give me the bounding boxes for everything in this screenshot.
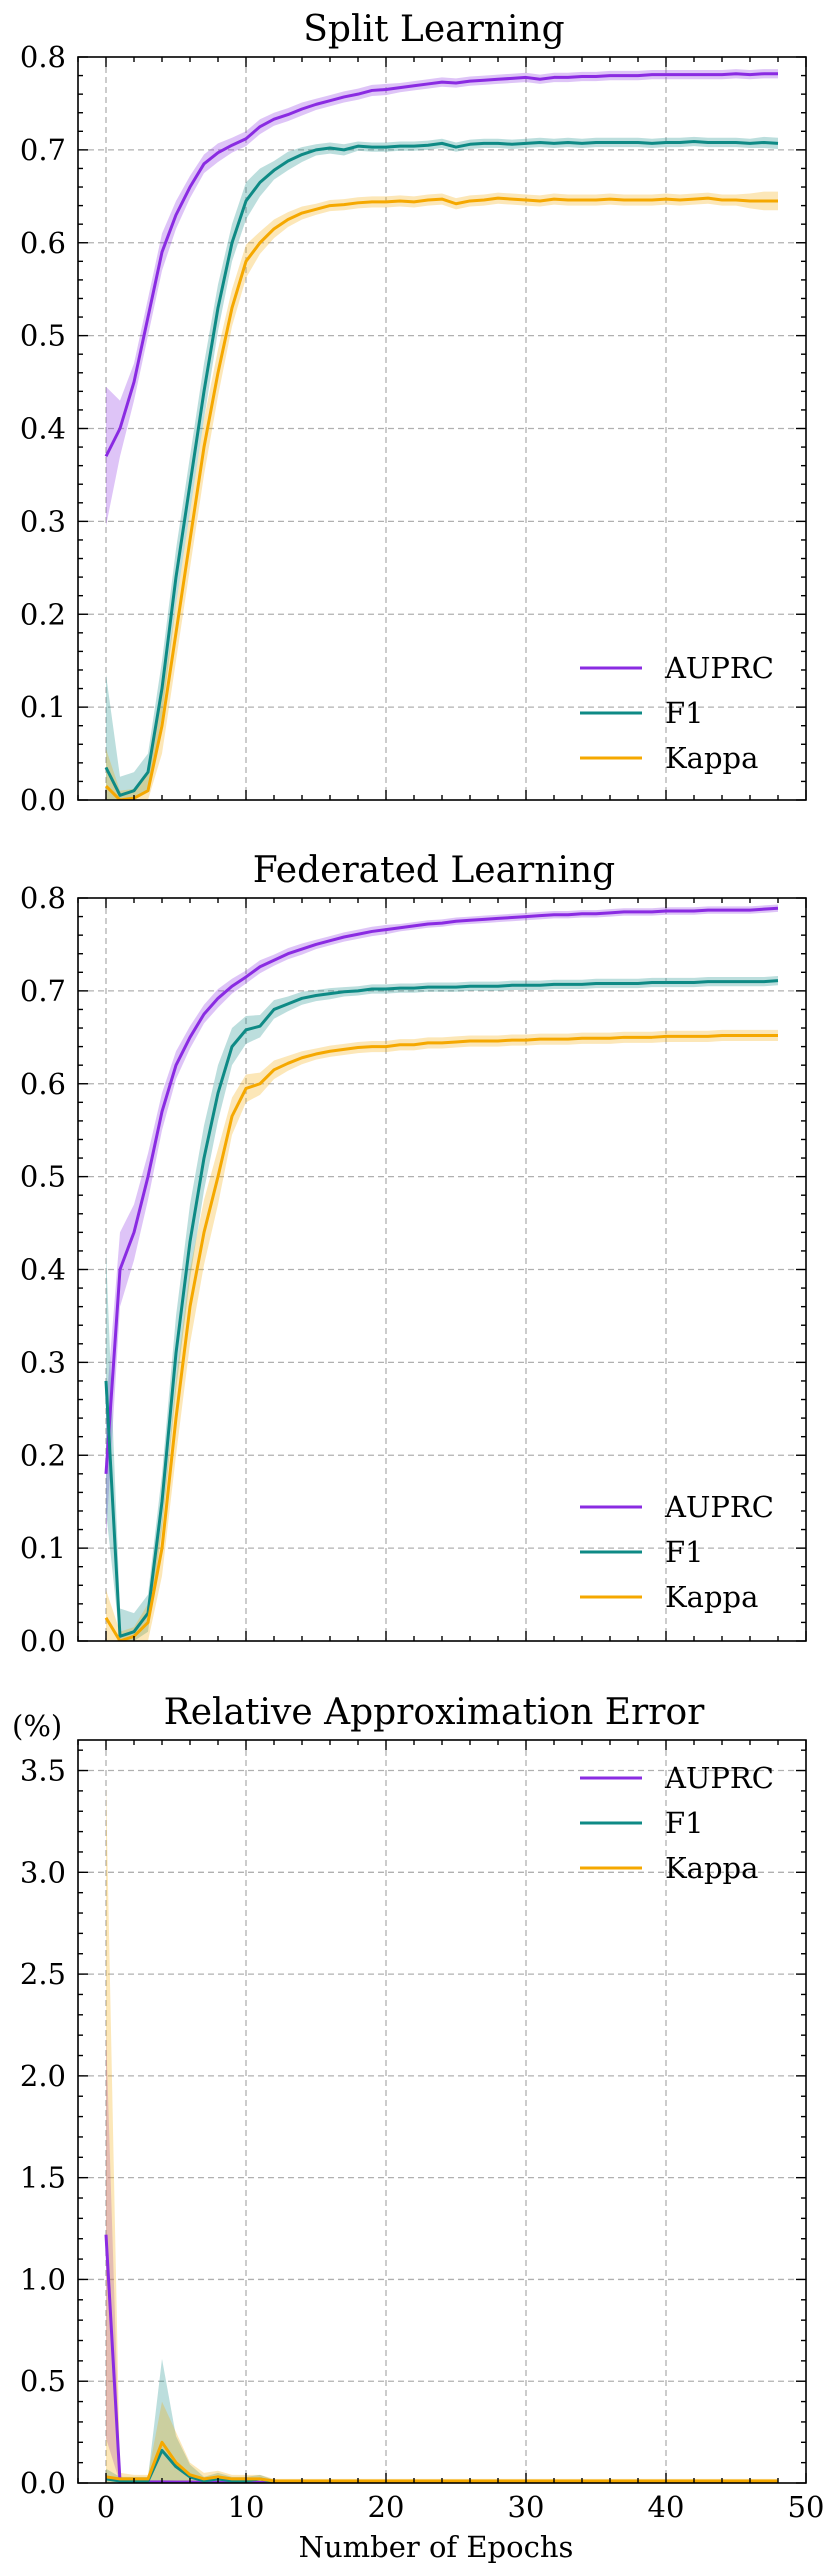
y-tick-label: 0.5 [20,319,66,353]
y-unit-label: (%) [12,1709,62,1743]
legend-label-auprc: AUPRC [664,651,774,685]
y-tick-label: 0.3 [20,504,66,538]
y-tick-label: 0.8 [20,40,66,74]
x-tick-label: 0 [97,2490,115,2524]
legend: AUPRC F1 Kappa [580,651,774,775]
series-line-auprc [104,72,778,458]
y-tick-label: 0.6 [20,1067,66,1101]
legend-label-auprc: AUPRC [664,1490,774,1524]
y-tick-label: 1.0 [20,2262,66,2296]
y-tick-label: 3.0 [20,1855,66,1889]
legend-label-kappa: Kappa [665,741,758,775]
series-band-kappa [106,1784,778,2483]
y-tick-label: 0.1 [20,1531,66,1565]
y-tick-label: 2.0 [20,2059,66,2093]
y-tick-label: 0.8 [20,881,66,915]
legend-label-kappa: Kappa [665,1580,758,1614]
x-tick-label: 40 [648,2490,685,2524]
y-tick-label: 0.1 [20,690,66,724]
x-tick-label: 20 [368,2490,405,2524]
y-tick-label: 0.0 [20,783,66,817]
y-tick-label: 3.5 [20,1754,66,1788]
y-tick-label: 0.0 [20,1624,66,1658]
y-tick-label: 0.6 [20,226,66,260]
x-axis-label: Number of Epochs [299,2530,574,2564]
legend-label-kappa: Kappa [665,1851,758,1885]
series-line-auprc [104,2234,778,2483]
series-line-auprc [104,906,779,1474]
chart-title: Relative Approximation Error [164,1692,705,1733]
series-band-auprc [106,2031,778,2483]
y-tick-label: 0.5 [20,2364,66,2398]
y-tick-label: 0.2 [20,1438,66,1472]
y-tick-label: 2.5 [20,1957,66,1991]
legend-label-f1: F1 [665,1806,704,1840]
y-tick-label: 0.5 [20,1160,66,1194]
legend: AUPRC F1 Kappa [580,1761,774,1885]
series-line-f1 [104,140,779,797]
chart-panel-1: Split Learning 0.0 0.1 0.2 0.3 0.4 0.5 0.6 0.7 0.… [20,9,807,817]
chart-title: Federated Learning [253,850,615,891]
y-tick-label: 0.0 [20,2466,66,2500]
plot-area [104,1784,778,2483]
legend-label-f1: F1 [665,1535,704,1569]
series-line-kappa [104,1033,778,1641]
series-band-f1 [106,2358,778,2483]
legend: AUPRC F1 Kappa [580,1490,774,1614]
y-tick-label: 0.4 [20,412,66,446]
plot-area [104,69,779,800]
legend-label-f1: F1 [665,696,704,730]
chart-panel-2: Federated Learning 0.0 0.1 0.2 0.3 0.4 0.5 0.6 0… [20,850,807,1658]
y-tick-label: 0.7 [20,133,66,167]
y-tick-label: 1.5 [20,2161,66,2195]
y-tick-label: 0.7 [20,974,66,1008]
legend-label-auprc: AUPRC [664,1761,774,1795]
series-line-f1 [104,979,779,1638]
chart-title: Split Learning [303,9,564,50]
chart-panel-3: Relative Approximation Error (%) 0.0 0.5 1.0… [12,1692,824,2564]
y-tick-label: 0.4 [20,1253,66,1287]
y-tick-label: 0.3 [20,1345,66,1379]
plot-area [104,904,779,1641]
x-tick-label: 50 [788,2490,825,2524]
y-tick-label: 0.2 [20,597,66,631]
x-tick-label: 10 [228,2490,265,2524]
x-tick-label: 30 [508,2490,545,2524]
series-line-kappa [104,196,778,800]
